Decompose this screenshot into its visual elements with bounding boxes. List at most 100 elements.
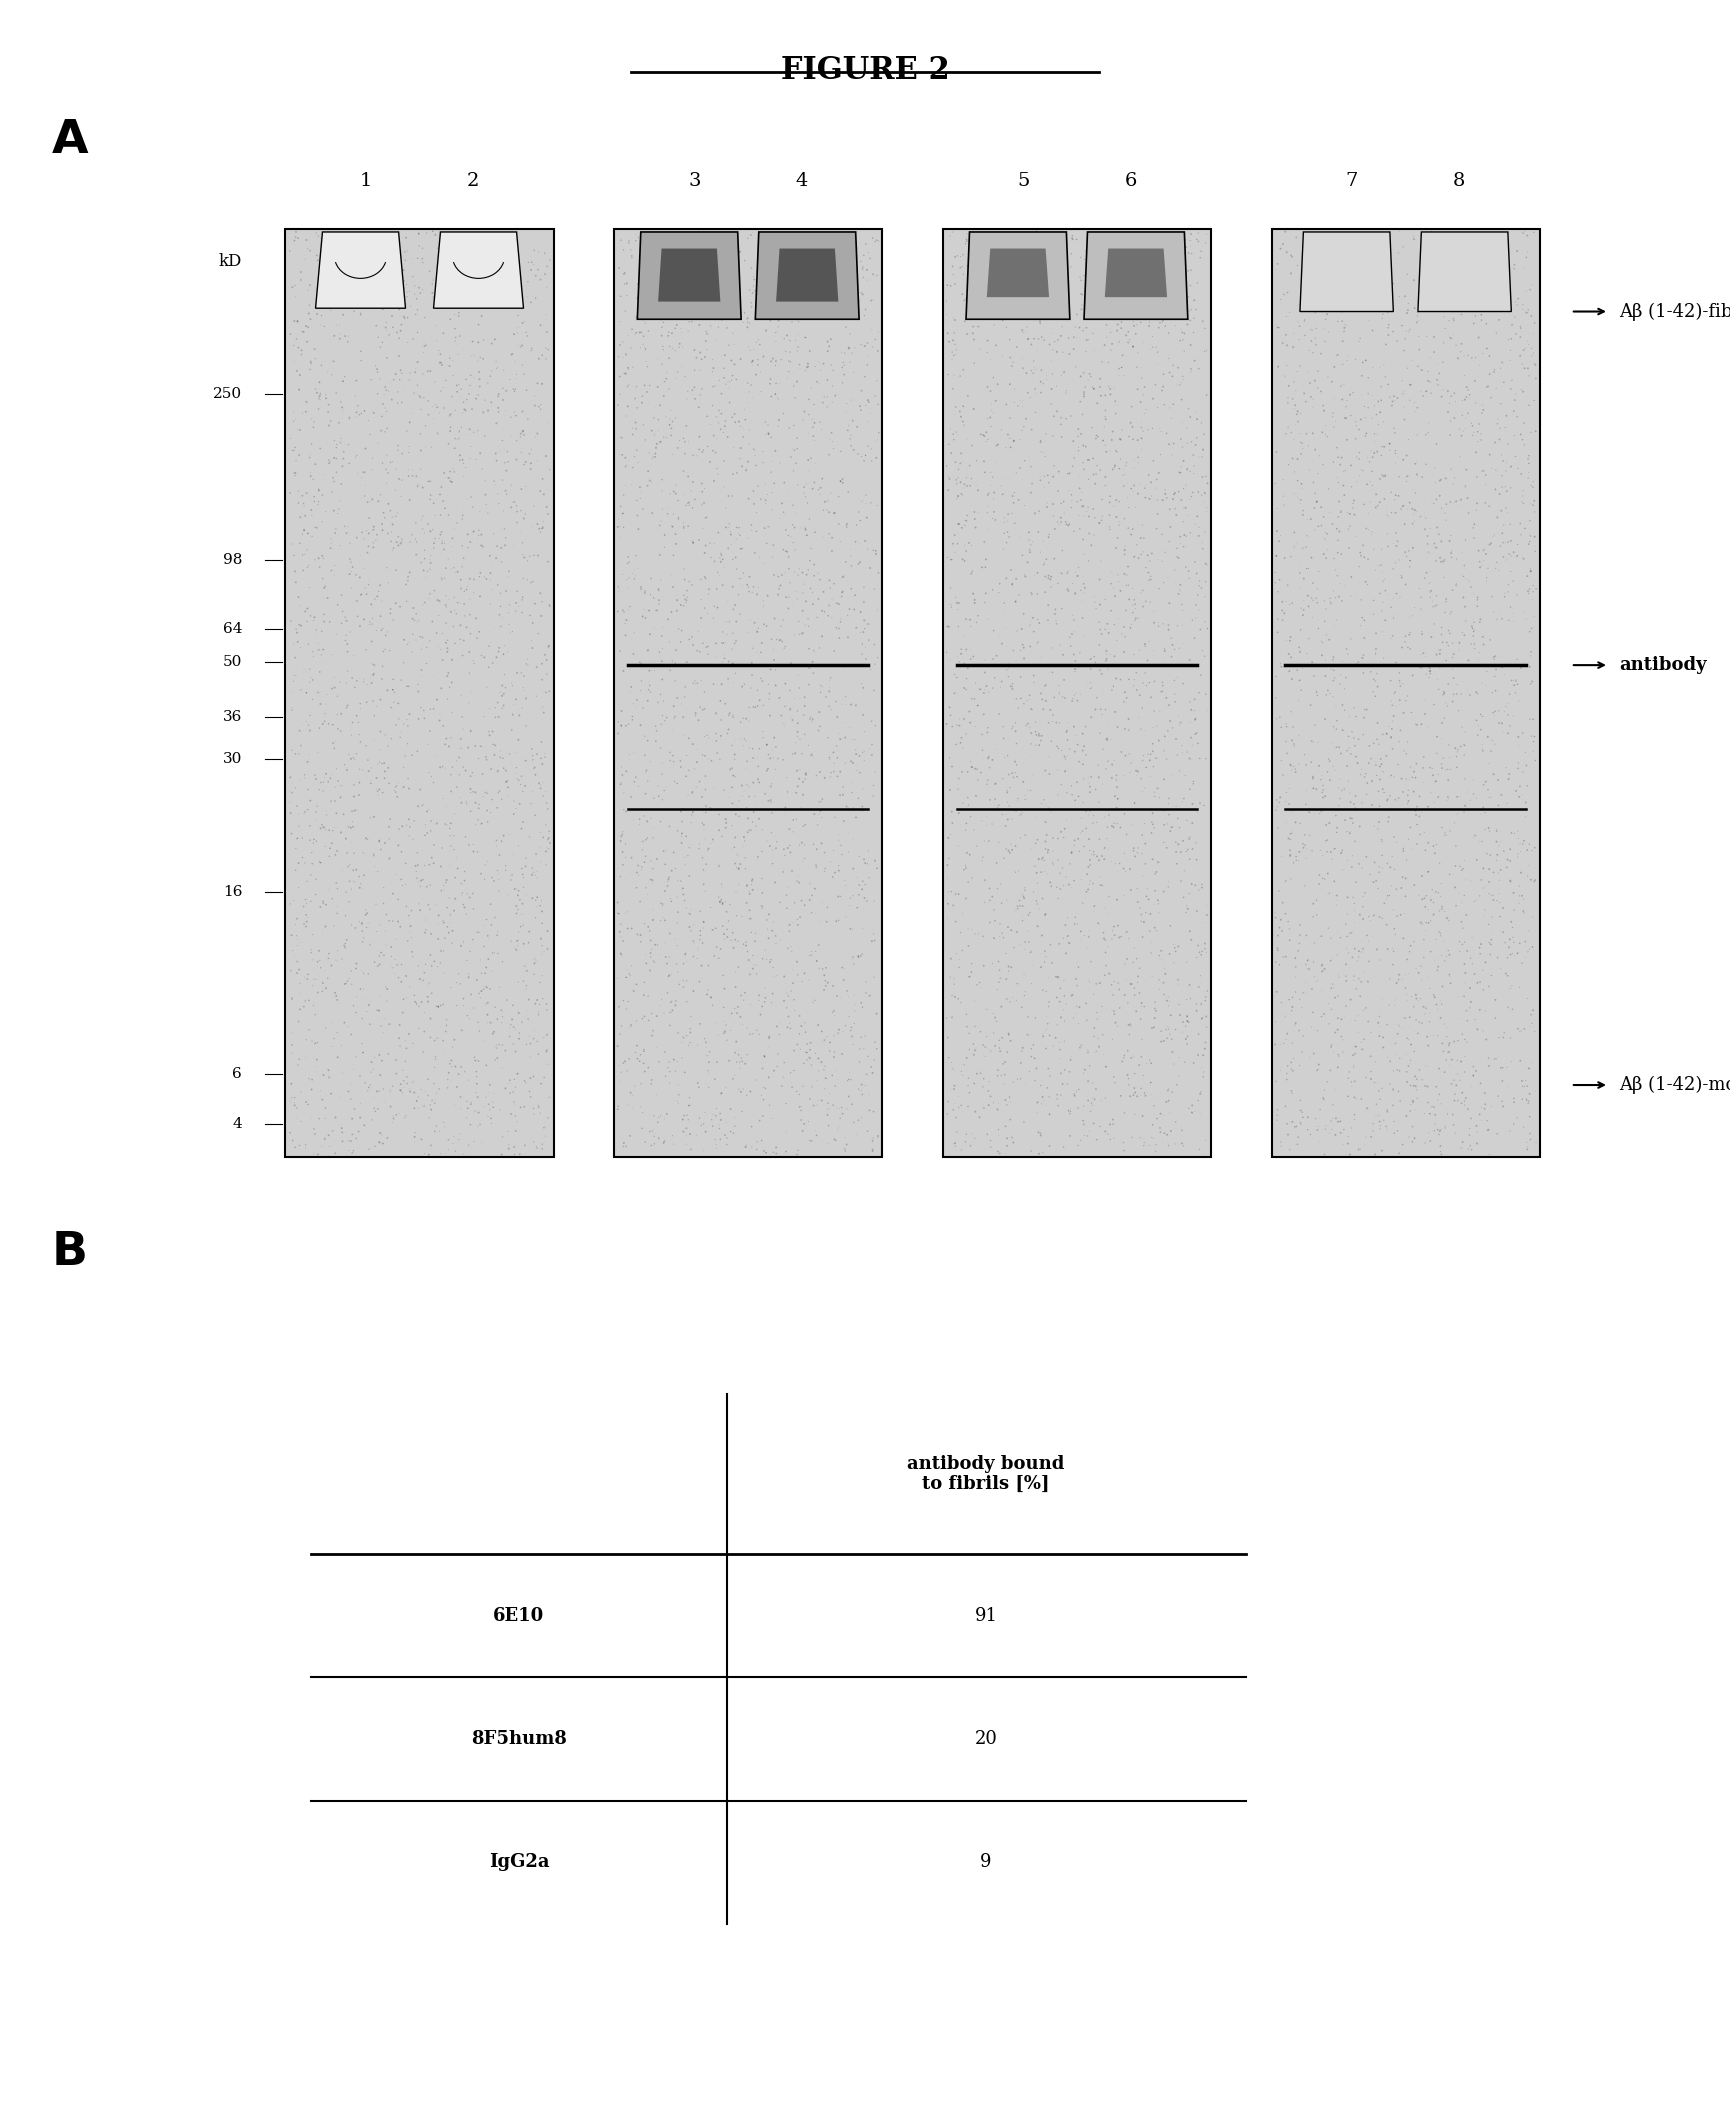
Point bbox=[457, 616, 484, 650]
Point bbox=[1327, 1105, 1355, 1139]
Point bbox=[1086, 612, 1114, 646]
Point bbox=[784, 574, 811, 608]
Point bbox=[1327, 257, 1355, 291]
Point bbox=[1060, 578, 1088, 612]
Point bbox=[1138, 536, 1166, 570]
Point bbox=[1415, 1005, 1443, 1039]
Point bbox=[1116, 251, 1144, 285]
Point bbox=[450, 1137, 477, 1171]
Point bbox=[671, 1056, 699, 1090]
Point bbox=[860, 1094, 887, 1128]
Point bbox=[616, 956, 644, 990]
Point bbox=[1317, 744, 1344, 778]
Point bbox=[1282, 805, 1310, 839]
Point bbox=[1413, 892, 1441, 926]
Point bbox=[1109, 793, 1137, 827]
Point bbox=[1017, 412, 1045, 446]
Point bbox=[471, 1090, 498, 1124]
Point bbox=[860, 572, 887, 606]
Point bbox=[374, 312, 401, 346]
Point bbox=[1126, 678, 1154, 712]
Point bbox=[1123, 835, 1150, 869]
Point bbox=[491, 512, 519, 546]
Point bbox=[758, 914, 785, 948]
Point bbox=[1410, 635, 1438, 669]
Point bbox=[1156, 259, 1183, 293]
Point bbox=[1431, 561, 1458, 595]
Point bbox=[1168, 1114, 1195, 1148]
Point bbox=[284, 901, 311, 935]
Point bbox=[1131, 629, 1159, 663]
Point bbox=[1190, 1033, 1218, 1067]
Point bbox=[1140, 812, 1168, 846]
Point bbox=[697, 982, 725, 1016]
Point bbox=[396, 810, 424, 844]
Point bbox=[1384, 440, 1412, 474]
Point bbox=[332, 665, 360, 699]
Point bbox=[1296, 334, 1323, 368]
Point bbox=[349, 586, 377, 620]
Point bbox=[1320, 1035, 1348, 1069]
Point bbox=[675, 314, 702, 348]
Point bbox=[735, 944, 763, 978]
Point bbox=[460, 646, 488, 680]
Point bbox=[503, 327, 531, 361]
Point bbox=[460, 338, 488, 372]
Point bbox=[1365, 1020, 1393, 1054]
Point bbox=[394, 1018, 422, 1052]
Point bbox=[754, 408, 782, 442]
Text: 6E10: 6E10 bbox=[493, 1606, 545, 1626]
Point bbox=[739, 939, 766, 973]
Point bbox=[410, 1088, 438, 1122]
Point bbox=[849, 672, 877, 706]
Point bbox=[1111, 502, 1138, 536]
Point bbox=[1403, 808, 1431, 842]
Point bbox=[806, 754, 834, 788]
Point bbox=[1024, 514, 1052, 548]
Point bbox=[533, 314, 561, 348]
Point bbox=[1287, 487, 1315, 521]
Point bbox=[1438, 595, 1465, 629]
Point bbox=[348, 397, 375, 431]
Point bbox=[1005, 382, 1033, 416]
Point bbox=[1299, 771, 1327, 805]
Point bbox=[676, 892, 704, 926]
Point bbox=[1145, 695, 1173, 729]
Point bbox=[500, 317, 528, 351]
Point bbox=[955, 929, 983, 963]
Point bbox=[998, 801, 1026, 835]
Point bbox=[1041, 597, 1069, 631]
Point bbox=[1517, 555, 1545, 589]
Point bbox=[1033, 1088, 1060, 1122]
Point bbox=[708, 703, 735, 737]
Point bbox=[296, 1014, 324, 1048]
Point bbox=[1277, 816, 1304, 850]
Point bbox=[1060, 863, 1088, 897]
Point bbox=[1137, 744, 1164, 778]
Point bbox=[1273, 737, 1301, 771]
Point bbox=[362, 888, 389, 922]
Point bbox=[1007, 521, 1035, 555]
Point bbox=[778, 489, 806, 523]
Point bbox=[522, 944, 550, 978]
Point bbox=[1500, 667, 1528, 701]
Point bbox=[938, 1071, 965, 1105]
Point bbox=[438, 529, 465, 563]
Point bbox=[1476, 937, 1503, 971]
Point bbox=[1131, 584, 1159, 618]
Point bbox=[1353, 1092, 1381, 1126]
Point bbox=[804, 1054, 832, 1088]
Point bbox=[524, 236, 552, 270]
Point bbox=[813, 389, 841, 423]
Point bbox=[1017, 476, 1045, 510]
Point bbox=[292, 476, 320, 510]
Point bbox=[457, 714, 484, 748]
Point bbox=[533, 644, 561, 678]
Point bbox=[507, 421, 535, 455]
Point bbox=[815, 1092, 843, 1126]
Point bbox=[1484, 1020, 1512, 1054]
Point bbox=[324, 897, 351, 931]
Point bbox=[1519, 336, 1547, 370]
Point bbox=[1488, 1084, 1515, 1118]
Point bbox=[990, 461, 1017, 495]
